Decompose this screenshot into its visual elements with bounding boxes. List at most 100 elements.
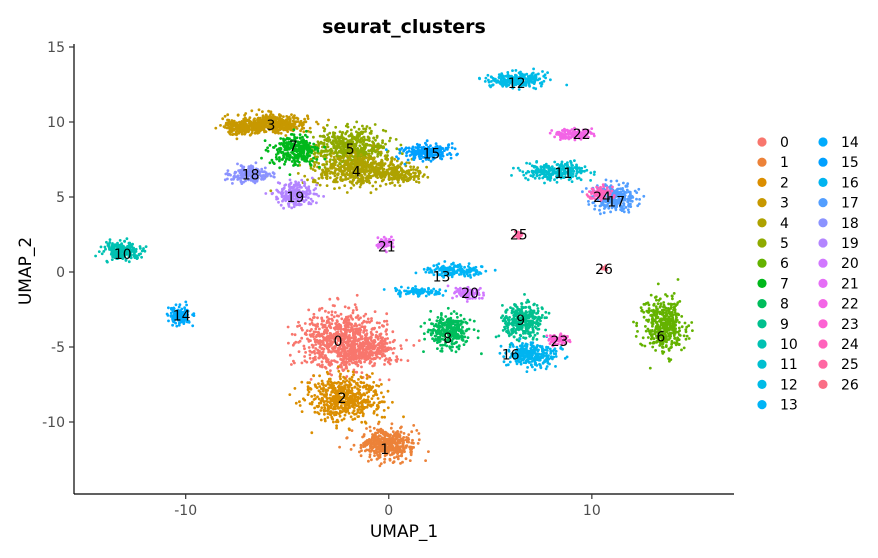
cluster-15-point bbox=[456, 152, 459, 156]
cluster-3-point bbox=[261, 126, 265, 130]
cluster-18-point bbox=[260, 177, 263, 181]
cluster-4-point bbox=[372, 161, 376, 165]
cluster-11-point bbox=[528, 162, 532, 166]
cluster-4-point bbox=[343, 184, 347, 188]
cluster-11-point bbox=[526, 178, 530, 182]
cluster-11-point bbox=[512, 166, 515, 170]
cluster-5-point bbox=[312, 135, 315, 139]
cluster-15-point bbox=[405, 151, 408, 155]
cluster-3-point bbox=[235, 137, 239, 141]
cluster-13-point bbox=[424, 294, 428, 298]
cluster-4-point bbox=[369, 176, 373, 180]
cluster-10-point bbox=[131, 242, 135, 246]
cluster-11-point bbox=[540, 172, 543, 176]
cluster-19-point bbox=[300, 178, 304, 182]
cluster-7-point bbox=[316, 149, 320, 153]
cluster-4-point bbox=[398, 165, 402, 169]
cluster-11-point bbox=[546, 165, 550, 169]
cluster-11-point bbox=[553, 160, 557, 164]
cluster-4-point bbox=[414, 168, 417, 172]
cluster-11-point bbox=[593, 170, 596, 174]
cluster-4-point bbox=[379, 166, 383, 170]
cluster-5-point bbox=[365, 152, 368, 156]
cluster-8-point bbox=[456, 333, 460, 337]
cluster-19-point bbox=[281, 191, 285, 195]
cluster-4-point bbox=[312, 165, 316, 168]
cluster-8-point bbox=[440, 349, 444, 353]
cluster-13-point bbox=[454, 264, 457, 268]
cluster-4-point bbox=[361, 178, 365, 182]
cluster-8-point bbox=[433, 334, 437, 338]
cluster-4-point bbox=[402, 180, 405, 184]
cluster-22-point bbox=[548, 131, 552, 135]
cluster-17-point bbox=[642, 194, 646, 198]
cluster-8-point bbox=[423, 321, 426, 325]
cluster-4-point bbox=[269, 189, 273, 193]
cluster-4-point bbox=[352, 178, 355, 182]
cluster-4-point bbox=[387, 178, 391, 182]
cluster-4-point bbox=[398, 184, 402, 188]
cluster-9-point bbox=[533, 333, 537, 337]
cluster-21-point bbox=[390, 235, 393, 239]
cluster-12-point bbox=[514, 69, 518, 72]
cluster-7-point bbox=[304, 133, 307, 137]
cluster-4-point bbox=[383, 171, 386, 175]
cluster-15-point bbox=[411, 148, 414, 152]
cluster-4-point bbox=[332, 155, 336, 159]
cluster-20-point bbox=[455, 294, 459, 298]
cluster-9-point bbox=[535, 338, 539, 341]
cluster-4-point bbox=[350, 160, 354, 164]
cluster-8-point bbox=[436, 316, 440, 319]
cluster-19-point bbox=[308, 189, 312, 193]
cluster-7-point bbox=[284, 145, 288, 149]
cluster-4-point bbox=[390, 170, 393, 174]
cluster-22-point bbox=[566, 129, 570, 133]
cluster-14-point bbox=[184, 300, 188, 304]
cluster-4-point bbox=[391, 163, 394, 166]
cluster-4-point bbox=[358, 185, 362, 189]
cluster-4-point bbox=[353, 161, 357, 165]
cluster-8-point bbox=[468, 318, 472, 322]
cluster-4-point bbox=[393, 157, 396, 161]
cluster-11-point bbox=[532, 165, 536, 169]
cluster-3-point bbox=[261, 110, 264, 113]
cluster-3-point bbox=[245, 122, 248, 126]
cluster-12-point bbox=[487, 80, 491, 84]
cluster-5-point bbox=[400, 152, 404, 156]
cluster-4-point bbox=[409, 165, 412, 169]
cluster-18-point bbox=[254, 161, 258, 165]
cluster-7-point bbox=[268, 161, 272, 165]
cluster-5-point bbox=[375, 136, 379, 139]
cluster-5-point bbox=[323, 150, 326, 153]
cluster-5-point bbox=[382, 146, 386, 150]
cluster-12-point bbox=[530, 78, 533, 81]
cluster-11-point bbox=[521, 170, 525, 174]
cluster-19-point bbox=[304, 186, 308, 190]
cluster-18-point bbox=[272, 175, 275, 179]
cluster-4-point bbox=[352, 149, 356, 153]
cluster-4-point bbox=[353, 164, 357, 168]
cluster-7-point bbox=[278, 159, 281, 163]
cluster-5-point bbox=[309, 130, 312, 134]
cluster-8-point bbox=[449, 312, 453, 315]
cluster-11-point bbox=[537, 170, 541, 174]
cluster-8-point bbox=[422, 350, 425, 353]
cluster-4-point bbox=[325, 160, 328, 164]
cluster-5-point bbox=[349, 149, 353, 153]
cluster-5-point bbox=[356, 134, 359, 138]
cluster-3-point bbox=[265, 121, 269, 125]
cluster-3-point bbox=[290, 113, 293, 116]
cluster-12-point bbox=[538, 77, 541, 81]
cluster-5-point bbox=[353, 125, 356, 129]
cluster-4-point bbox=[336, 157, 340, 160]
cluster-10-point bbox=[99, 245, 103, 249]
cluster-13-point bbox=[414, 271, 418, 275]
cluster-5-point bbox=[381, 139, 384, 143]
cluster-7-point bbox=[305, 135, 309, 139]
cluster-7-point bbox=[298, 133, 302, 137]
cluster-7-point bbox=[303, 157, 306, 161]
cluster-11-point bbox=[569, 159, 572, 163]
cluster-4-point bbox=[374, 175, 378, 178]
cluster-3-point bbox=[272, 116, 276, 119]
